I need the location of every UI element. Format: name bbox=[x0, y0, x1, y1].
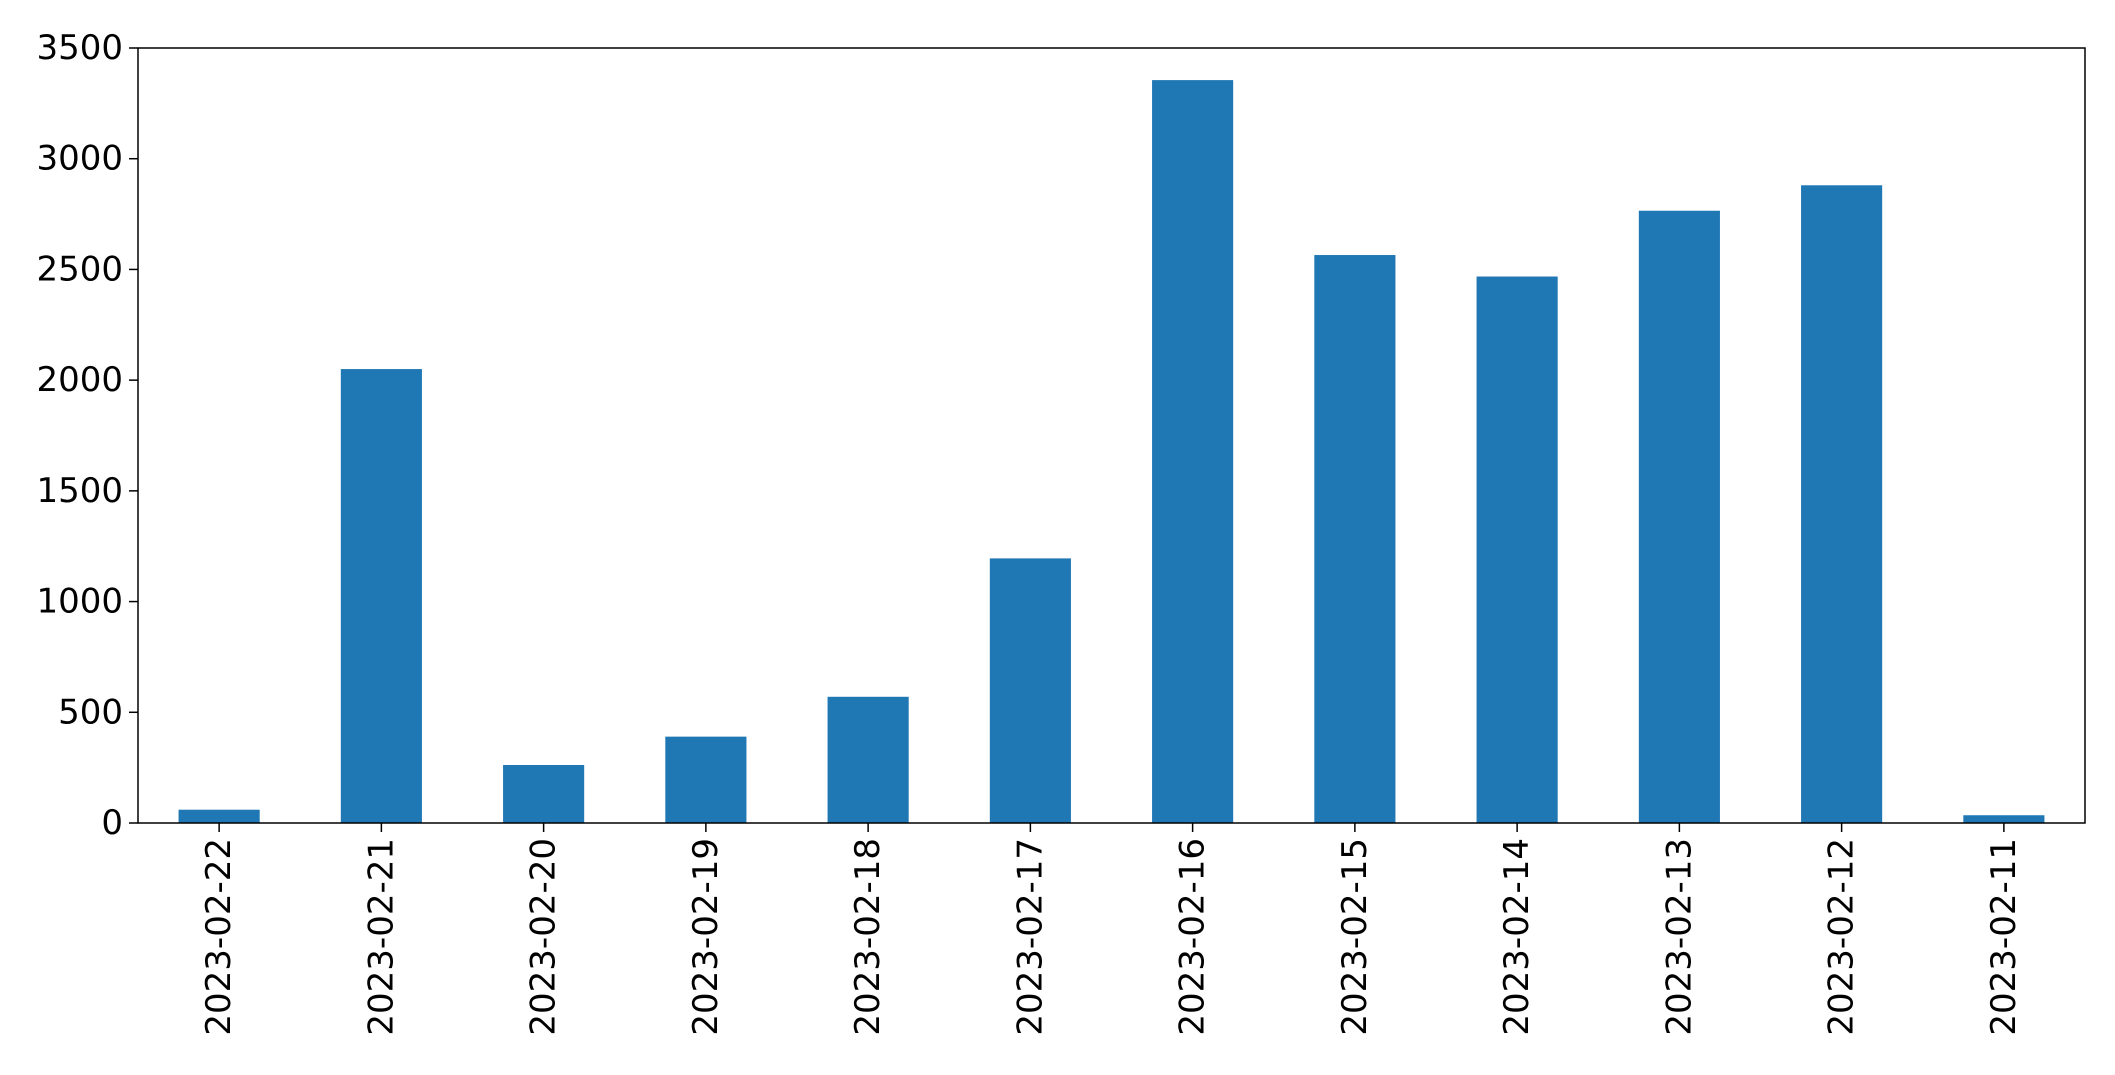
y-tick-label: 1000 bbox=[36, 582, 123, 622]
x-tick-label: 2023-02-21 bbox=[361, 838, 401, 1036]
bar-2023-02-16 bbox=[1152, 80, 1234, 824]
y-tick-label: 2000 bbox=[36, 360, 123, 400]
x-tick-label: 2023-02-18 bbox=[848, 838, 888, 1036]
x-tick-label: 2023-02-19 bbox=[686, 838, 726, 1036]
bar-2023-02-21 bbox=[340, 369, 422, 823]
y-tick-label: 1500 bbox=[36, 471, 123, 511]
x-tick-label: 2023-02-13 bbox=[1659, 838, 1699, 1036]
bars-layer bbox=[178, 80, 2045, 824]
plot-frame bbox=[137, 47, 2086, 824]
x-tick-label: 2023-02-14 bbox=[1497, 838, 1537, 1036]
bar-2023-02-11 bbox=[1963, 815, 2045, 823]
x-tick-label: 2023-02-20 bbox=[524, 838, 564, 1036]
y-tick-label: 500 bbox=[58, 692, 123, 732]
y-tick-label: 0 bbox=[101, 803, 123, 843]
x-tick-label: 2023-02-22 bbox=[199, 838, 239, 1036]
bar-2023-02-20 bbox=[503, 764, 585, 823]
x-tick-label: 2023-02-12 bbox=[1822, 838, 1862, 1036]
y-axis: 0 500 1000 1500 2000 2500 3000 3500 bbox=[36, 28, 138, 843]
x-tick-label: 2023-02-15 bbox=[1335, 838, 1375, 1036]
y-tick-label: 3000 bbox=[36, 139, 123, 179]
bar-2023-02-19 bbox=[665, 736, 747, 823]
bar-2023-02-15 bbox=[1314, 255, 1396, 824]
bar-2023-02-13 bbox=[1638, 210, 1720, 823]
x-axis: 2023-02-22 2023-02-21 2023-02-20 2023-02-19… bbox=[199, 823, 2024, 1036]
bar-2023-02-17 bbox=[989, 558, 1071, 823]
x-tick-label: 2023-02-17 bbox=[1010, 838, 1050, 1036]
y-tick-label: 3500 bbox=[36, 28, 123, 68]
bar-2023-02-18 bbox=[827, 696, 909, 823]
bar-2023-02-14 bbox=[1476, 276, 1558, 823]
x-tick-label: 2023-02-11 bbox=[1984, 838, 2024, 1036]
bar-2023-02-12 bbox=[1801, 185, 1883, 824]
bar-2023-02-22 bbox=[178, 809, 260, 823]
x-tick-label: 2023-02-16 bbox=[1173, 838, 1213, 1036]
y-tick-label: 2500 bbox=[36, 249, 123, 289]
